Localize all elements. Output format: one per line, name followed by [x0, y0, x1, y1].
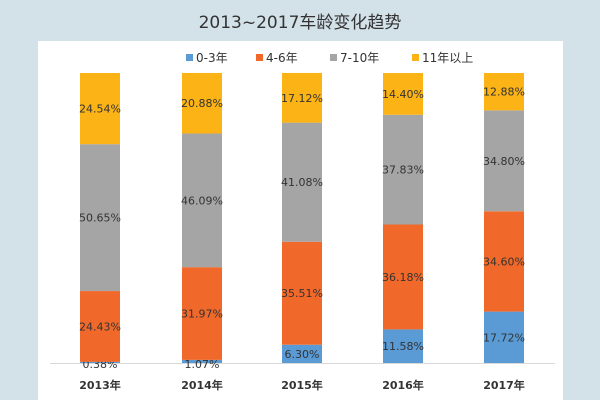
- legend-swatch: [412, 54, 419, 61]
- data-label: 20.88%: [181, 97, 223, 110]
- data-label: 41.08%: [281, 176, 323, 189]
- data-label: 46.09%: [181, 194, 223, 207]
- x-tick-label: 2015年: [281, 378, 323, 392]
- data-label: 31.97%: [181, 308, 223, 321]
- data-label: 14.40%: [382, 88, 424, 101]
- bar-segment: [80, 291, 120, 362]
- bar-segment: [182, 359, 222, 363]
- data-label: 24.43%: [79, 320, 121, 333]
- data-label: 36.18%: [382, 271, 424, 284]
- data-label: 34.80%: [483, 155, 525, 168]
- data-label: 35.51%: [281, 287, 323, 300]
- data-label: 6.30%: [285, 348, 320, 361]
- data-label: 12.88%: [483, 86, 525, 99]
- bar-segment: [182, 133, 222, 268]
- x-tick-label: 2014年: [181, 378, 223, 392]
- bar-segment: [80, 144, 120, 292]
- legend-swatch: [256, 54, 263, 61]
- data-label: 1.07%: [185, 358, 220, 371]
- legend-label: 11年以上: [422, 51, 473, 65]
- bar-segment: [80, 73, 120, 145]
- data-label: 50.65%: [79, 212, 121, 225]
- bar-segment: [282, 241, 322, 345]
- legend-swatch: [186, 54, 193, 61]
- bar-segment: [484, 211, 524, 312]
- chart-title: 2013~2017车龄变化趋势: [198, 13, 402, 33]
- bar-segment: [484, 73, 524, 111]
- x-tick-label: 2013年: [79, 378, 121, 392]
- bar-segment: [484, 311, 524, 363]
- data-label: 34.60%: [483, 255, 525, 268]
- legend-label: 0-3年: [196, 51, 228, 65]
- data-label: 17.72%: [483, 331, 525, 344]
- bar-segment: [282, 344, 322, 363]
- bar-segment: [383, 114, 423, 225]
- bar-segment: [383, 224, 423, 330]
- data-label: 24.54%: [79, 103, 121, 116]
- data-label: 11.58%: [382, 340, 424, 353]
- bar-segment: [80, 361, 120, 363]
- legend-swatch: [330, 54, 337, 61]
- x-tick-label: 2016年: [382, 378, 424, 392]
- legend-label: 7-10年: [340, 51, 379, 65]
- bar-segment: [484, 110, 524, 212]
- data-label: 17.12%: [281, 92, 323, 105]
- bar-segment: [383, 329, 423, 363]
- data-label: 37.83%: [382, 164, 424, 177]
- bar-segment: [282, 122, 322, 242]
- bar-segment: [383, 73, 423, 115]
- x-tick-label: 2017年: [483, 378, 525, 392]
- bar-segment: [182, 72, 222, 134]
- legend-label: 4-6年: [266, 51, 298, 65]
- bar-segment: [282, 72, 322, 123]
- bar-segment: [182, 267, 222, 360]
